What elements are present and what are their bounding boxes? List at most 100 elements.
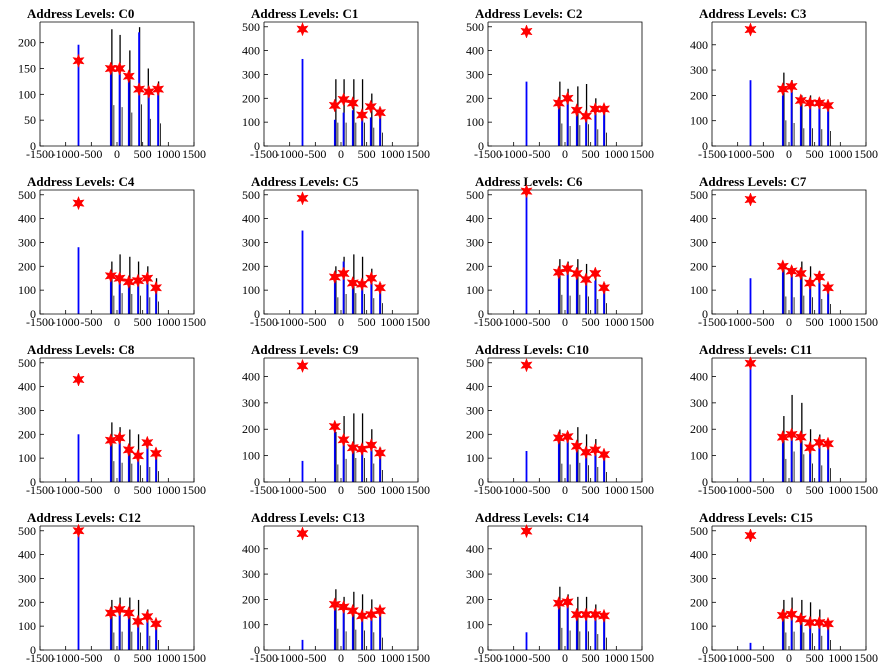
x-tick-label-0: -1500 bbox=[250, 315, 278, 329]
peak-marker-star-1 bbox=[104, 605, 118, 621]
peak-marker-star-1 bbox=[552, 95, 566, 111]
chart-title: Address Levels: C3 bbox=[699, 6, 807, 21]
x-tick-label-2: -500 bbox=[80, 315, 102, 329]
y-tick-label-1: 100 bbox=[242, 618, 260, 632]
y-tick-label-5: 500 bbox=[690, 524, 708, 538]
y-tick-label-5: 500 bbox=[466, 356, 484, 370]
x-tick-label-5: 1000 bbox=[380, 483, 404, 497]
peak-marker-star-4 bbox=[131, 614, 145, 629]
plot-frame bbox=[487, 21, 643, 147]
peak-marker-star-5 bbox=[813, 435, 826, 450]
y-tick-label-5: 500 bbox=[242, 188, 260, 202]
x-tick-label-5: 1000 bbox=[604, 483, 628, 497]
y-tick-label-4: 400 bbox=[466, 542, 484, 556]
x-tick-label-3: 0 bbox=[338, 147, 344, 161]
peak-marker-star-0 bbox=[296, 526, 309, 541]
plot-frame bbox=[487, 189, 643, 315]
peak-marker-star-3 bbox=[346, 440, 359, 455]
peak-marker-star-2 bbox=[785, 263, 798, 279]
peak-marker-star-6 bbox=[821, 98, 835, 113]
y-tick-label-1: 100 bbox=[18, 451, 36, 465]
plot-frame bbox=[39, 525, 195, 651]
peak-marker-star-5 bbox=[141, 435, 154, 450]
peak-marker-star-0 bbox=[72, 523, 85, 538]
peak-marker-star-3 bbox=[346, 95, 359, 111]
chart-plot: 0 100 200 300 400 500 -1500-1000 -500 0 500 1000 15… bbox=[18, 523, 206, 665]
x-tick-label-3: 0 bbox=[338, 315, 344, 329]
y-tick-label-2: 200 bbox=[466, 592, 484, 606]
y-tick-label-0: 0 bbox=[702, 307, 708, 321]
x-tick-label-0: -1500 bbox=[474, 651, 502, 665]
y-tick-label-0: 0 bbox=[478, 475, 484, 489]
peak-marker-star-2 bbox=[561, 261, 574, 276]
x-tick-label-4: 500 bbox=[806, 147, 824, 161]
x-tick-label-6: 1500 bbox=[854, 483, 878, 497]
x-tick-label-1: -1000 bbox=[500, 147, 528, 161]
chart-title: Address Levels: C0 bbox=[27, 6, 135, 21]
y-tick-label-4: 400 bbox=[242, 369, 260, 383]
x-tick-label-6: 1500 bbox=[182, 651, 206, 665]
y-tick-label-1: 100 bbox=[18, 619, 36, 633]
chart-title: Address Levels: C15 bbox=[699, 510, 813, 525]
x-tick-label-2: -500 bbox=[752, 315, 774, 329]
x-tick-label-6: 1500 bbox=[630, 147, 654, 161]
chart-plot: 0 100 200 300 400 500 -1500-1000 -500 0 500 1000 15… bbox=[690, 524, 878, 665]
peak-marker-star-4 bbox=[803, 615, 817, 630]
x-tick-label-5: 1000 bbox=[380, 147, 404, 161]
peak-marker-star-2 bbox=[337, 266, 350, 281]
peak-marker-star-5 bbox=[589, 607, 602, 622]
y-tick-label-5: 500 bbox=[466, 20, 484, 34]
y-tick-label-0: 0 bbox=[30, 643, 36, 657]
y-tick-label-0: 0 bbox=[30, 139, 36, 153]
plot-frame bbox=[39, 21, 195, 147]
peak-marker-star-0 bbox=[744, 22, 757, 37]
peak-marker-star-6 bbox=[151, 82, 165, 97]
x-tick-label-3: 0 bbox=[562, 651, 568, 665]
chart-plot: 0 100 200 300 400 500 -1500-1000 -500 0 500 1000 15… bbox=[242, 188, 430, 329]
peak-marker-star-0 bbox=[296, 191, 309, 206]
chart-panel-c13: Address Levels: C13 0 100 200 300 400 -1500 -10… bbox=[224, 504, 448, 672]
peak-marker-star-2 bbox=[337, 92, 350, 107]
y-tick-label-0: 0 bbox=[254, 643, 260, 657]
x-tick-label-2: -500 bbox=[304, 651, 326, 665]
peak-marker-star-0 bbox=[72, 195, 85, 211]
x-tick-label-1: -1000 bbox=[52, 483, 80, 497]
x-tick-label-1: -1000 bbox=[52, 315, 80, 329]
plot-frame bbox=[263, 21, 419, 147]
x-tick-label-6: 1500 bbox=[630, 651, 654, 665]
x-tick-label-3: 0 bbox=[114, 147, 120, 161]
y-tick-label-0: 0 bbox=[478, 139, 484, 153]
chart-plot: 0 50 100 150 200 -1500-1000 -500 0 500 1000 1500 bbox=[18, 21, 206, 161]
x-tick-label-4: 500 bbox=[134, 483, 152, 497]
x-tick-label-0: -1500 bbox=[26, 147, 54, 161]
x-tick-label-3: 0 bbox=[338, 483, 344, 497]
chart-panel-c11: Address Levels: C11 0 100 200 300 400 -1500 -10… bbox=[672, 336, 896, 504]
x-tick-label-2: -500 bbox=[528, 651, 550, 665]
x-tick-label-3: 0 bbox=[114, 483, 120, 497]
x-tick-label-4: 500 bbox=[358, 315, 376, 329]
peak-marker-star-2 bbox=[113, 61, 126, 76]
x-tick-label-3: 0 bbox=[114, 315, 120, 329]
y-tick-label-3: 300 bbox=[466, 403, 484, 417]
peak-marker-star-2 bbox=[785, 79, 798, 94]
x-tick-label-2: -500 bbox=[528, 147, 550, 161]
x-tick-label-3: 0 bbox=[786, 315, 792, 329]
x-tick-label-1: -1000 bbox=[724, 315, 752, 329]
chart-panel-c3: Address Levels: C3 0 100 200 300 400 -1500 -100… bbox=[672, 0, 896, 168]
x-tick-label-5: 1000 bbox=[604, 147, 628, 161]
peak-marker-star-6 bbox=[373, 105, 387, 120]
y-tick-label-3: 300 bbox=[690, 571, 708, 585]
x-tick-label-1: -1000 bbox=[724, 147, 752, 161]
x-tick-label-0: -1500 bbox=[250, 651, 278, 665]
y-tick-label-4: 200 bbox=[18, 36, 36, 50]
chart-title: Address Levels: C10 bbox=[475, 342, 589, 357]
x-tick-label-5: 1000 bbox=[828, 483, 852, 497]
y-tick-label-5: 500 bbox=[466, 188, 484, 202]
peak-marker-star-6 bbox=[149, 616, 163, 631]
y-tick-label-4: 400 bbox=[466, 212, 484, 226]
peak-marker-star-1 bbox=[328, 419, 342, 434]
peak-marker-star-3 bbox=[570, 266, 583, 281]
x-tick-label-1: -1000 bbox=[500, 315, 528, 329]
x-tick-label-4: 500 bbox=[358, 651, 376, 665]
x-tick-label-4: 500 bbox=[358, 147, 376, 161]
